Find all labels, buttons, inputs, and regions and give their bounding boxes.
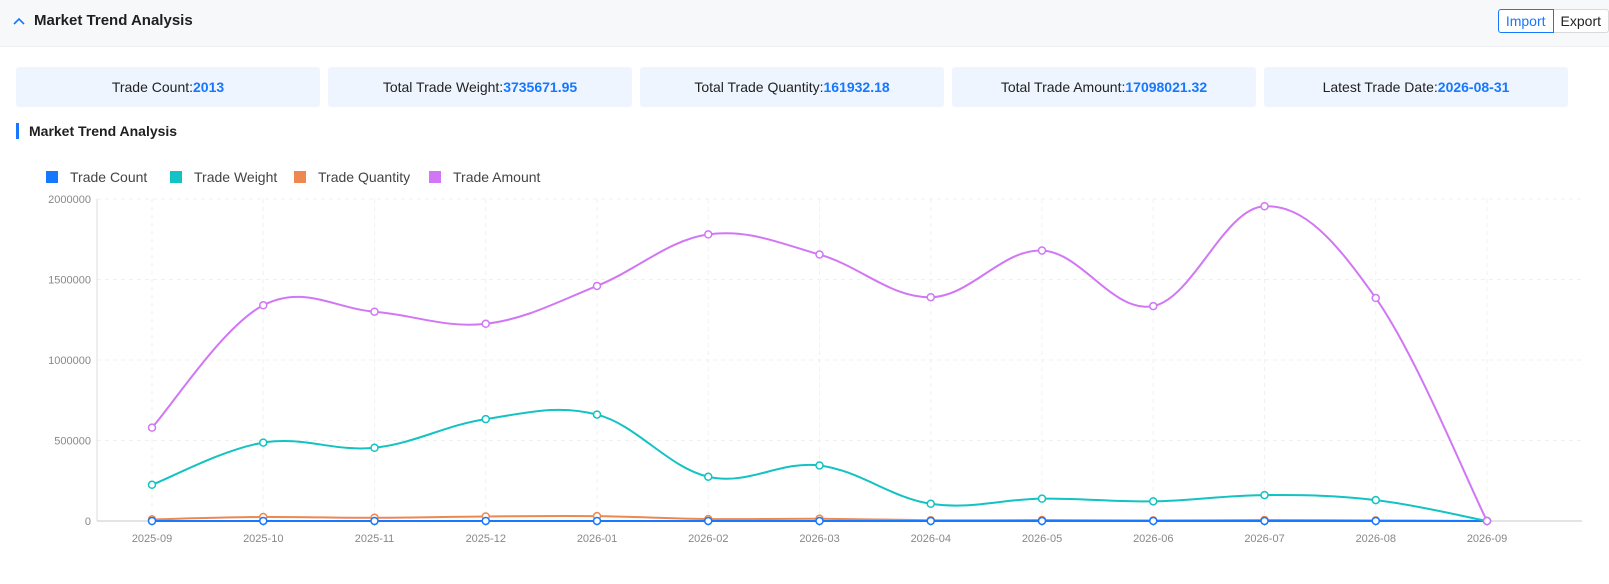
y-tick-label: 0 bbox=[85, 516, 91, 528]
trade-weight-point bbox=[1149, 497, 1158, 506]
x-tick-label: 2025-10 bbox=[243, 533, 283, 545]
section-title: Market Trend Analysis bbox=[16, 123, 177, 139]
export-button[interactable]: Export bbox=[1553, 9, 1609, 33]
trade-weight-point bbox=[704, 472, 713, 481]
trade-count-point bbox=[592, 516, 602, 526]
trade-weight-point bbox=[926, 499, 935, 509]
trade-amount-point bbox=[259, 301, 268, 310]
import-button[interactable]: Import bbox=[1497, 9, 1554, 33]
x-tick-label: 2025-11 bbox=[355, 533, 395, 545]
trade-amount-point bbox=[1482, 516, 1492, 526]
trade-amount-point bbox=[1260, 201, 1269, 211]
x-tick-label: 2026-05 bbox=[1022, 533, 1062, 545]
legend-label-trade-count: Trade Count bbox=[70, 169, 147, 185]
stat-value: 161932.18 bbox=[823, 79, 890, 95]
x-tick-label: 2026-04 bbox=[911, 533, 951, 545]
stat-value: 2013 bbox=[193, 79, 225, 95]
trade-count-point bbox=[481, 516, 490, 526]
stat-total-trade-amount: Total Trade Amount: 17098021.32 bbox=[952, 67, 1256, 107]
legend-label-trade-quantity: Trade Quantity bbox=[318, 169, 410, 185]
trade-count-point bbox=[815, 516, 824, 526]
trade-amount-point bbox=[1149, 301, 1158, 311]
legend-swatch-trade-weight bbox=[170, 171, 182, 183]
stat-label: Trade Count: bbox=[111, 79, 194, 95]
import-export-group: Import Export bbox=[1497, 9, 1609, 33]
legend-label-trade-amount: Trade Amount bbox=[453, 169, 541, 185]
trade-amount-point bbox=[1371, 293, 1380, 303]
trade-amount-point bbox=[815, 250, 824, 259]
x-tick-label: 2026-06 bbox=[1133, 533, 1173, 545]
trade-amount-point bbox=[370, 307, 379, 316]
stat-label: Latest Trade Date: bbox=[1322, 79, 1438, 95]
trade-count-point bbox=[1371, 516, 1380, 526]
stat-label: Total Trade Quantity: bbox=[694, 79, 824, 95]
panel-title: Market Trend Analysis bbox=[34, 12, 193, 29]
trade-amount-point bbox=[147, 423, 157, 432]
x-tick-label: 2025-09 bbox=[132, 533, 172, 545]
stat-value: 2026-08-31 bbox=[1437, 79, 1510, 95]
y-tick-label: 1000000 bbox=[48, 355, 91, 367]
legend-label-trade-weight: Trade Weight bbox=[194, 169, 277, 185]
trade-weight-point bbox=[370, 443, 379, 452]
x-tick-label: 2026-07 bbox=[1244, 533, 1284, 545]
stat-trade-count: Trade Count: 2013 bbox=[16, 67, 320, 107]
trade-amount-point bbox=[481, 319, 490, 329]
panel-header: Market Trend Analysis Import Export bbox=[0, 0, 1609, 47]
legend-swatch-trade-count bbox=[46, 171, 58, 183]
trade-weight-point bbox=[1260, 490, 1269, 500]
trade-count-point bbox=[370, 516, 379, 526]
x-tick-label: 2025-12 bbox=[466, 533, 506, 545]
legend-swatch-trade-quantity bbox=[294, 171, 306, 183]
trend-chart-svg: 0 500000 1000000 1500000 2000000 2025-09 2025-… bbox=[46, 169, 1582, 545]
trade-count-point bbox=[1260, 516, 1269, 526]
trade-weight-point bbox=[147, 480, 157, 490]
trade-count-point bbox=[1037, 516, 1047, 526]
x-tick-label: 2026-01 bbox=[577, 533, 617, 545]
x-tick-label: 2026-09 bbox=[1467, 533, 1507, 545]
stat-latest-trade-date: Latest Trade Date: 2026-08-31 bbox=[1264, 67, 1568, 107]
trade-weight-point bbox=[481, 414, 490, 424]
trend-chart: 0 500000 1000000 1500000 2000000 2025-09 2025-… bbox=[0, 150, 1609, 584]
y-tick-label: 1500000 bbox=[48, 275, 91, 287]
trade-count-point bbox=[259, 516, 268, 526]
stat-value: 3735671.95 bbox=[503, 79, 578, 95]
trade-count-point bbox=[1149, 516, 1158, 526]
chevron-up-icon[interactable] bbox=[10, 12, 28, 30]
legend-swatch-trade-amount bbox=[429, 171, 441, 183]
y-tick-label: 500000 bbox=[54, 436, 91, 448]
stats-row: Trade Count: 2013 Total Trade Weight: 3735… bbox=[16, 67, 1568, 107]
trade-count-point bbox=[147, 516, 157, 526]
trade-weight-point bbox=[1037, 494, 1047, 503]
trade-weight-point bbox=[1371, 495, 1380, 505]
x-tick-label: 2026-03 bbox=[799, 533, 839, 545]
trade-amount-point bbox=[1037, 246, 1047, 255]
trade-weight-point bbox=[259, 438, 268, 447]
stat-label: Total Trade Amount: bbox=[1000, 79, 1126, 95]
trade-count-point bbox=[926, 516, 935, 526]
stat-value: 17098021.32 bbox=[1125, 79, 1208, 95]
stat-total-trade-quantity: Total Trade Quantity: 161932.18 bbox=[640, 67, 944, 107]
trade-weight-point bbox=[592, 410, 602, 419]
x-tick-label: 2026-08 bbox=[1356, 533, 1396, 545]
x-tick-label: 2026-02 bbox=[688, 533, 728, 545]
stat-total-trade-weight: Total Trade Weight: 3735671.95 bbox=[328, 67, 632, 107]
trade-count-point bbox=[704, 516, 713, 526]
stat-label: Total Trade Weight: bbox=[382, 79, 504, 95]
trade-weight-point bbox=[815, 461, 824, 470]
trade-amount-point bbox=[926, 292, 935, 302]
y-tick-label: 2000000 bbox=[48, 194, 91, 206]
trade-amount-point bbox=[592, 281, 602, 291]
trade-amount-point bbox=[704, 230, 713, 239]
